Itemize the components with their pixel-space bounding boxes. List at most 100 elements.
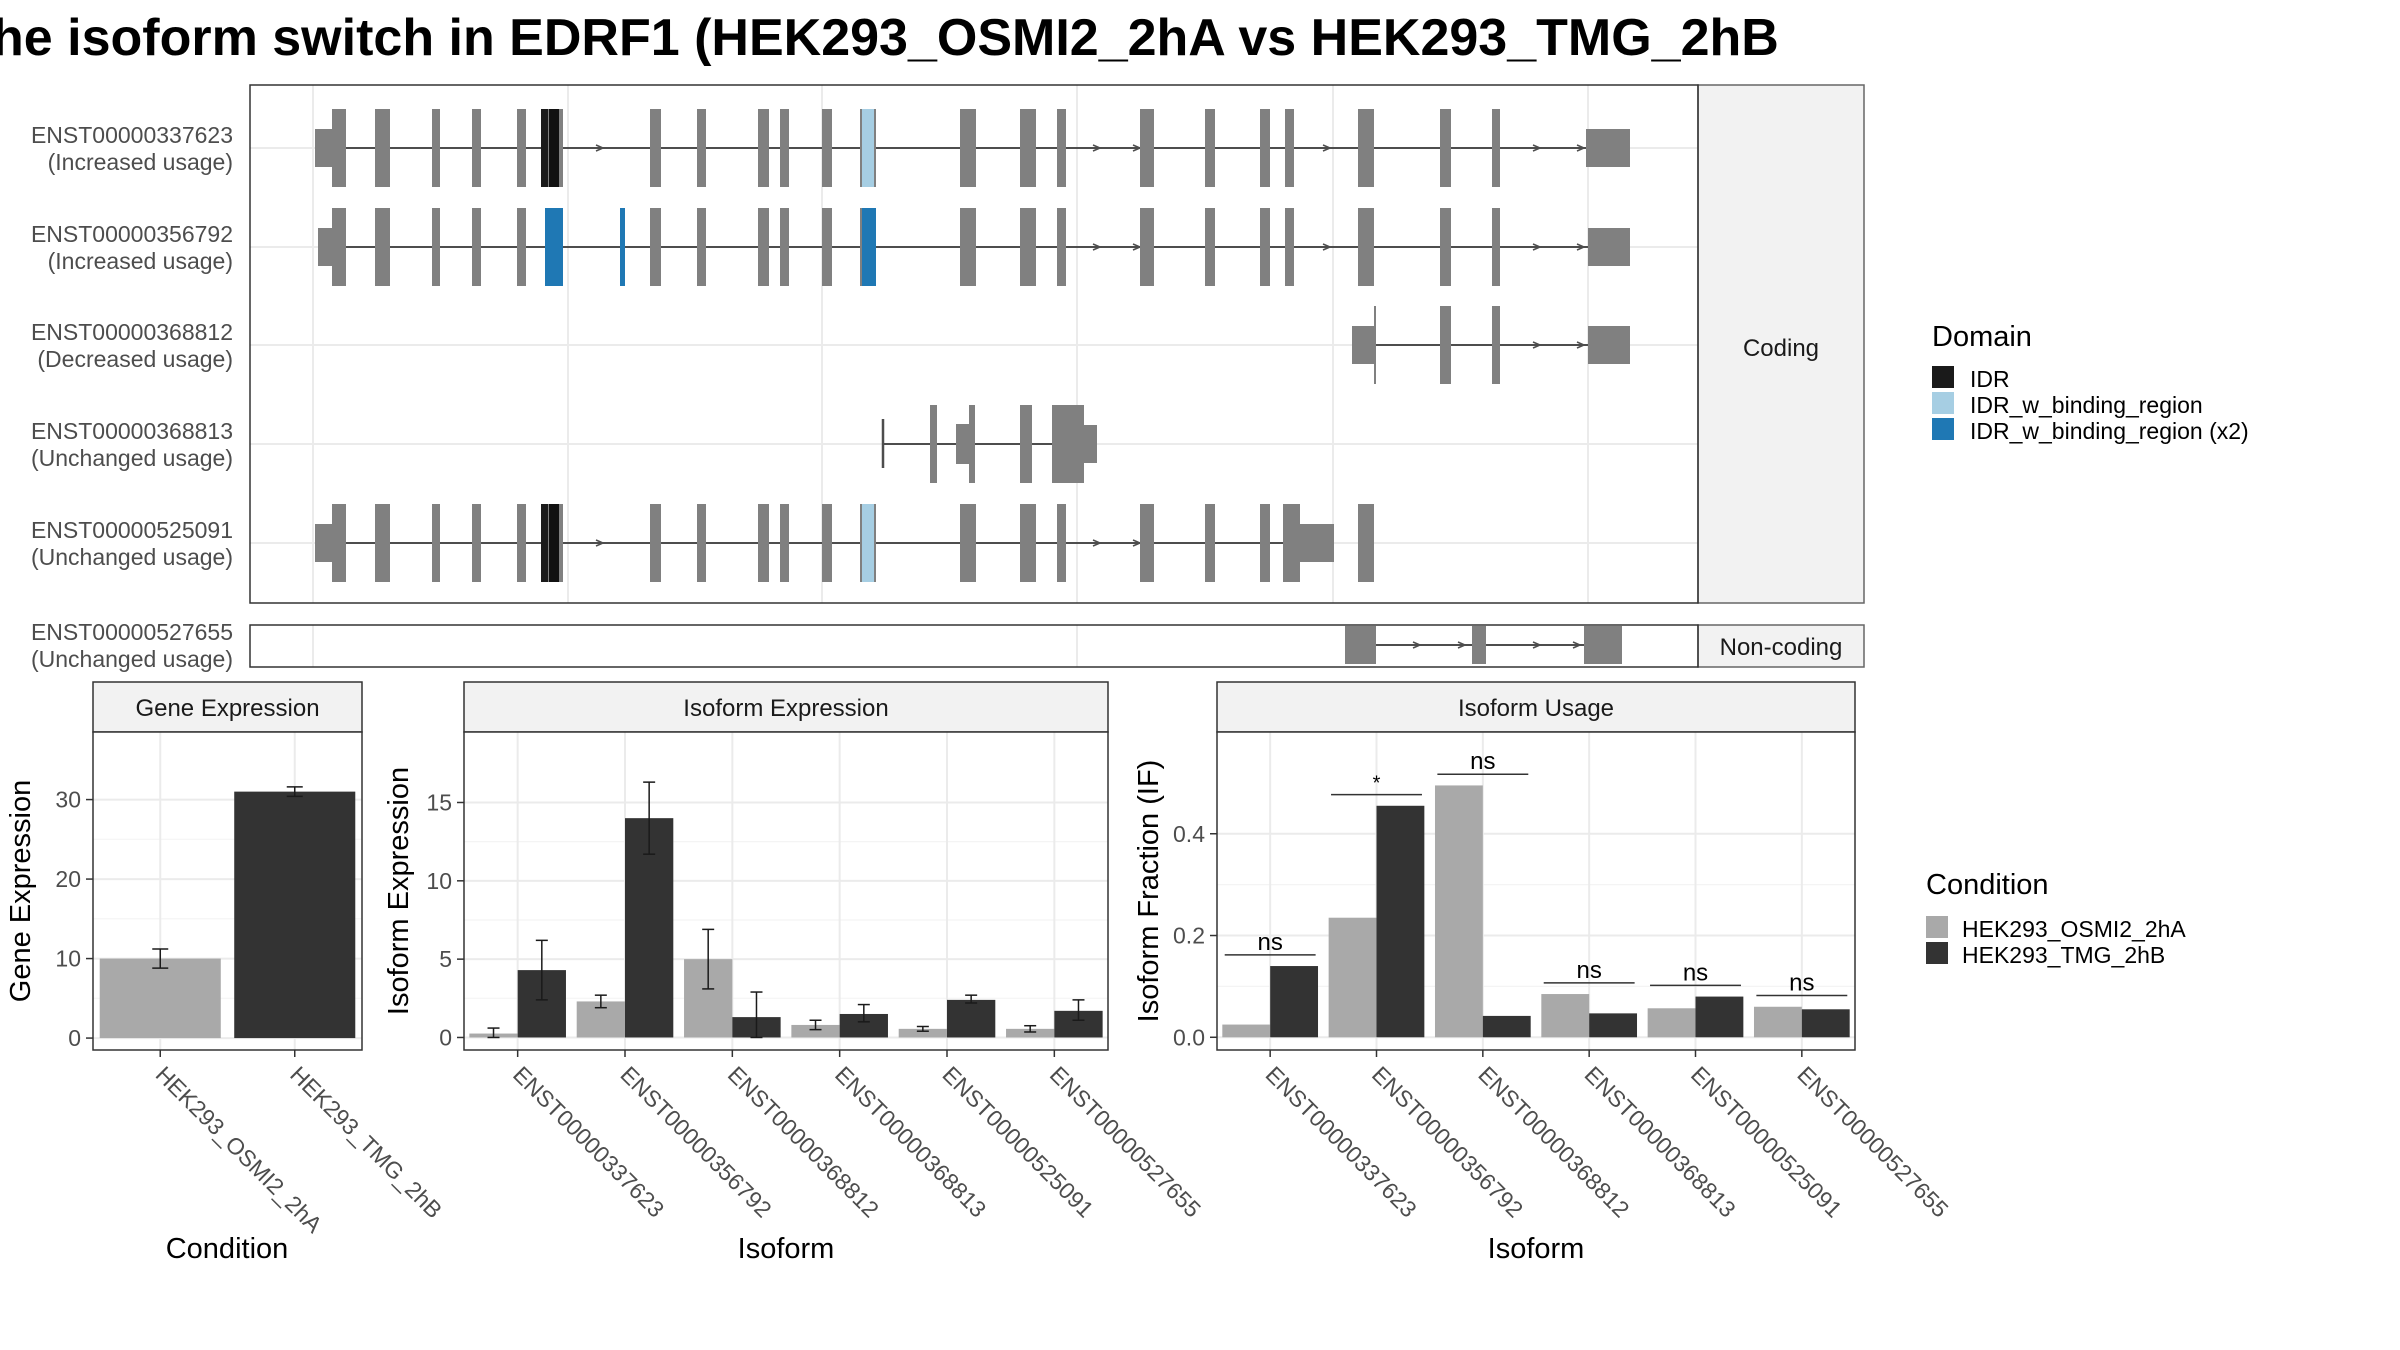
plot-border <box>463 731 1109 1051</box>
exon <box>1586 129 1630 167</box>
legend-swatch-idr-binding <box>1932 392 1954 414</box>
panel-strip <box>92 681 363 733</box>
exon <box>620 208 625 286</box>
bar <box>1753 1006 1802 1038</box>
significance-label: ns <box>1683 959 1708 986</box>
y-tick-label: 20 <box>55 866 81 892</box>
exon <box>1374 306 1376 384</box>
significance-label: * <box>1373 773 1381 795</box>
coding-strip <box>1697 84 1865 604</box>
exon <box>862 504 868 582</box>
exon <box>1057 109 1066 187</box>
exon <box>545 208 563 286</box>
x-axis-title: Isoform <box>738 1233 835 1265</box>
panel-title: Gene Expression <box>135 695 319 722</box>
bar <box>839 1013 888 1038</box>
bar <box>1647 1008 1696 1038</box>
exon <box>1492 109 1500 187</box>
exon <box>969 405 975 483</box>
strand-arrow <box>1092 539 1102 547</box>
legend-label-osmi2: HEK293_OSMI2_2hA <box>1962 916 2186 942</box>
exon <box>1358 504 1374 582</box>
transcript-usage-label: (Unchanged usage) <box>31 544 233 570</box>
coding-panel-border <box>249 84 1699 604</box>
transcript-id-label: ENST00000356792 <box>31 221 233 247</box>
exon <box>1205 504 1215 582</box>
transcript-usage-label: (Unchanged usage) <box>31 646 233 672</box>
condition-legend: Condition HEK293_OSMI2_2hA HEK293_TMG_2h… <box>1926 869 2186 968</box>
noncoding-strip-label: Non-coding <box>1720 634 1843 661</box>
exon <box>960 504 976 582</box>
legend-label-tmg: HEK293_TMG_2hB <box>1962 942 2165 968</box>
exon <box>1057 504 1066 582</box>
x-axis-title: Condition <box>166 1233 289 1265</box>
chart-panel: Isoform Expression051015ENST00000337623E… <box>383 681 1206 1265</box>
plot-border <box>92 731 363 1051</box>
strand-arrow <box>1532 641 1542 649</box>
significance-label: ns <box>1576 957 1601 984</box>
legend-label-idr: IDR <box>1970 366 2010 392</box>
coding-strip-label: Coding <box>1743 335 1819 362</box>
exon <box>1205 109 1215 187</box>
legend-swatch-tmg <box>1926 942 1948 964</box>
exon <box>1052 405 1084 483</box>
strand-arrow <box>1576 341 1586 349</box>
transcript-id-label: ENST00000368813 <box>31 418 233 444</box>
exon <box>930 405 937 483</box>
exon <box>960 208 976 286</box>
bar <box>99 958 221 1039</box>
y-tick-label: 0.0 <box>1173 1024 1205 1050</box>
exon <box>1440 109 1451 187</box>
exon <box>472 109 481 187</box>
exon <box>517 504 526 582</box>
exon <box>822 109 832 187</box>
legend-swatch-idr-binding-x2 <box>1932 418 1954 440</box>
legend-label-idr-binding: IDR_w_binding_region <box>1970 392 2203 418</box>
strand-arrow <box>1572 641 1582 649</box>
y-axis-title: Gene Expression <box>5 780 37 1002</box>
exon <box>1352 326 1374 364</box>
exon <box>1440 306 1451 384</box>
y-tick-label: 0 <box>439 1024 452 1050</box>
transcript-usage-label: (Increased usage) <box>48 248 233 274</box>
exon <box>375 504 390 582</box>
transcript-usage-label: (Unchanged usage) <box>31 445 233 471</box>
exon <box>862 208 876 286</box>
exon <box>541 109 548 187</box>
bar <box>1801 1009 1850 1038</box>
exon <box>1285 109 1294 187</box>
bar <box>1589 1013 1638 1038</box>
exon <box>1140 504 1154 582</box>
exon <box>1205 208 1215 286</box>
exon <box>1020 504 1036 582</box>
strand-arrow <box>1412 641 1422 649</box>
strand-arrow <box>1532 144 1542 152</box>
domain-legend-title: Domain <box>1932 321 2032 353</box>
exon <box>758 208 769 286</box>
chart-panel: Gene Expression0102030HEK293_OSMI2_2hAHE… <box>5 681 447 1265</box>
exon <box>862 109 868 187</box>
exon <box>1260 504 1270 582</box>
exon <box>780 208 789 286</box>
bar <box>947 999 996 1038</box>
strand-arrow <box>1532 243 1542 251</box>
y-tick-label: 0 <box>68 1025 81 1051</box>
exon <box>1492 306 1500 384</box>
significance-label: ns <box>1470 748 1495 775</box>
legend-swatch-idr <box>1932 366 1954 388</box>
legend-label-idr-binding-x2: IDR_w_binding_region (x2) <box>1970 418 2249 444</box>
exon <box>549 504 559 582</box>
exon <box>315 129 332 167</box>
exon <box>1260 208 1270 286</box>
domain-legend: Domain IDR IDR_w_binding_region IDR_w_bi… <box>1932 321 2249 444</box>
x-axis-title: Isoform <box>1488 1233 1585 1265</box>
strand-arrow <box>595 144 605 152</box>
exon <box>1588 326 1630 364</box>
bar <box>1006 1028 1055 1038</box>
bar <box>1222 1024 1271 1038</box>
plot-background <box>1217 732 1855 1050</box>
exon <box>650 504 661 582</box>
strand-arrow <box>1576 144 1586 152</box>
strand-arrow <box>1532 341 1542 349</box>
